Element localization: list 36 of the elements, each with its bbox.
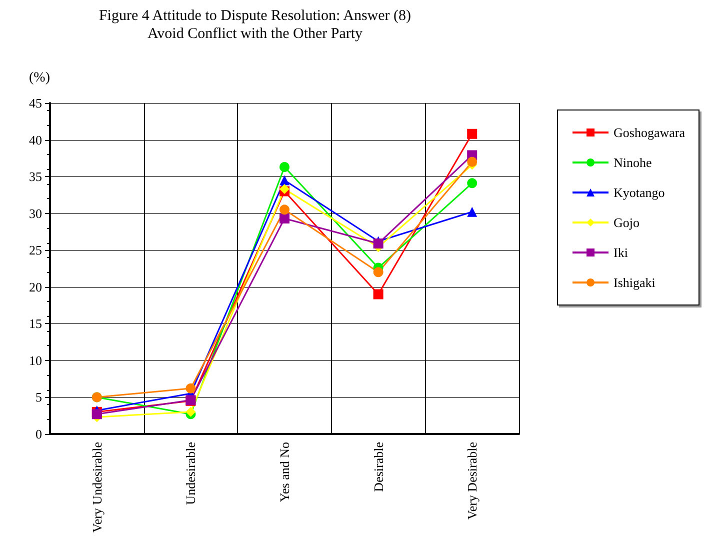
- y-tick-label: 0: [36, 426, 42, 442]
- legend-label: Ishigaki: [614, 275, 656, 290]
- y-axis-title: (%): [29, 70, 50, 86]
- point: [92, 409, 102, 420]
- point: [280, 213, 290, 224]
- y-tick-label: 35: [29, 169, 42, 184]
- point: [280, 175, 290, 186]
- y-tick-label: 25: [29, 242, 42, 258]
- point: [467, 156, 478, 167]
- point: [186, 406, 196, 417]
- point: [373, 289, 384, 300]
- point: [467, 206, 478, 217]
- x-tick-label: Undesirable: [183, 442, 198, 505]
- point: [373, 267, 384, 278]
- x-tick-label: Very Undesirable: [89, 442, 104, 533]
- y-tick-label: 45: [29, 96, 42, 110]
- y-tick-label: 20: [29, 279, 42, 294]
- y-tick-label: 5: [36, 390, 42, 405]
- y-tick-label: 15: [29, 316, 42, 332]
- point: [280, 162, 290, 172]
- legend-label: Gojo: [614, 215, 640, 230]
- x-tick-label: Desirable: [370, 442, 386, 492]
- y-tick-label: 10: [29, 352, 42, 368]
- point: [186, 383, 196, 394]
- chart-title: Figure 4 Attitude to Dispute Resolution: Answer (8) Avoid Conflict with the Other Party: [98, 8, 412, 42]
- x-tick-label: Yes and No: [277, 442, 292, 502]
- legend-label: Ninohe: [614, 155, 652, 170]
- y-tick-label: 40: [29, 132, 42, 148]
- x-tick-label: Very Desirable: [464, 442, 480, 520]
- legend-label: Kyotango: [614, 185, 665, 200]
- y-tick-label: 30: [29, 206, 42, 221]
- point: [280, 204, 290, 215]
- point: [467, 178, 478, 188]
- point: [467, 128, 478, 139]
- legend-label: Goshogawara: [614, 125, 686, 140]
- legend-label: Iki: [614, 245, 628, 260]
